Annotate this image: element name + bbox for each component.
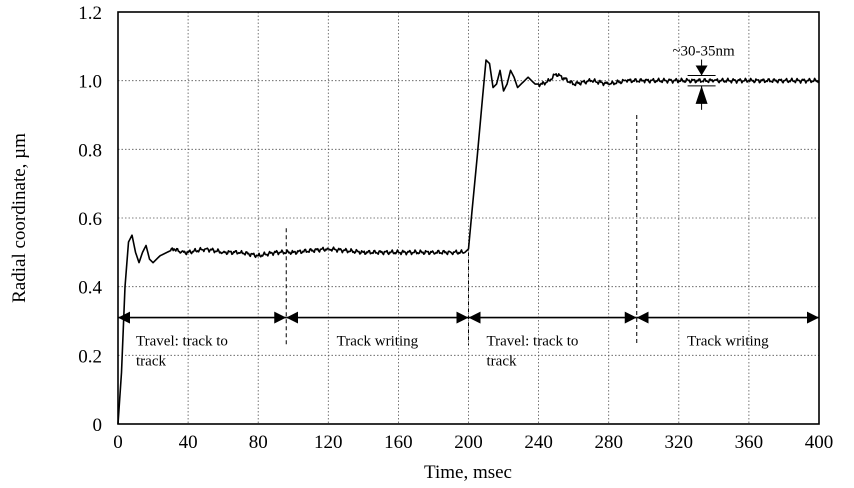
- y-tick-label: 1.0: [78, 72, 102, 93]
- amplitude-arrow-down: [695, 65, 708, 76]
- tick-labels: 0 40 80 120 160 200 240 280 320 360 400 0 0.2 0.4 0.6 0…: [78, 3, 833, 453]
- x-axis-label: Time, msec: [424, 462, 512, 483]
- phase-label: Travel: track to: [136, 334, 228, 350]
- phase-label-line2: track: [487, 354, 517, 370]
- x-tick-label: 80: [249, 432, 268, 453]
- x-tick-label: 160: [384, 432, 413, 453]
- phase-label: Travel: track to: [487, 334, 579, 350]
- phase-label-line2: track: [136, 354, 166, 370]
- x-tick-label: 0: [113, 432, 123, 453]
- x-tick-label: 360: [735, 432, 764, 453]
- phase-label: Track writing: [337, 334, 419, 350]
- series-layer: [117, 59, 820, 425]
- y-tick-label: 0.8: [78, 140, 102, 161]
- x-tick-label: 240: [524, 432, 553, 453]
- phase-dividers: [285, 115, 638, 346]
- y-tick-label: 0.6: [78, 209, 102, 230]
- plot-frame: [117, 11, 820, 425]
- y-axis-label: Radial coordinate, µm: [9, 133, 30, 303]
- amplitude-arrow-up: [695, 85, 708, 104]
- x-tick-label: 40: [179, 432, 198, 453]
- annotations: Travel: track to track Track writing Travel…: [118, 44, 819, 370]
- x-tick-label: 320: [665, 432, 694, 453]
- phase-label: Track writing: [687, 334, 769, 350]
- y-tick-label: 1.2: [78, 3, 102, 24]
- x-tick-label: 200: [454, 432, 483, 453]
- y-tick-label: 0: [93, 415, 103, 436]
- amplitude-label: ~30-35nm: [672, 44, 735, 60]
- grid: [118, 12, 819, 424]
- y-tick-label: 0.2: [78, 346, 102, 367]
- x-tick-label: 120: [314, 432, 343, 453]
- x-tick-label: 400: [805, 432, 834, 453]
- y-tick-label: 0.4: [78, 278, 102, 299]
- series-line: [117, 59, 820, 425]
- x-tick-label: 280: [594, 432, 623, 453]
